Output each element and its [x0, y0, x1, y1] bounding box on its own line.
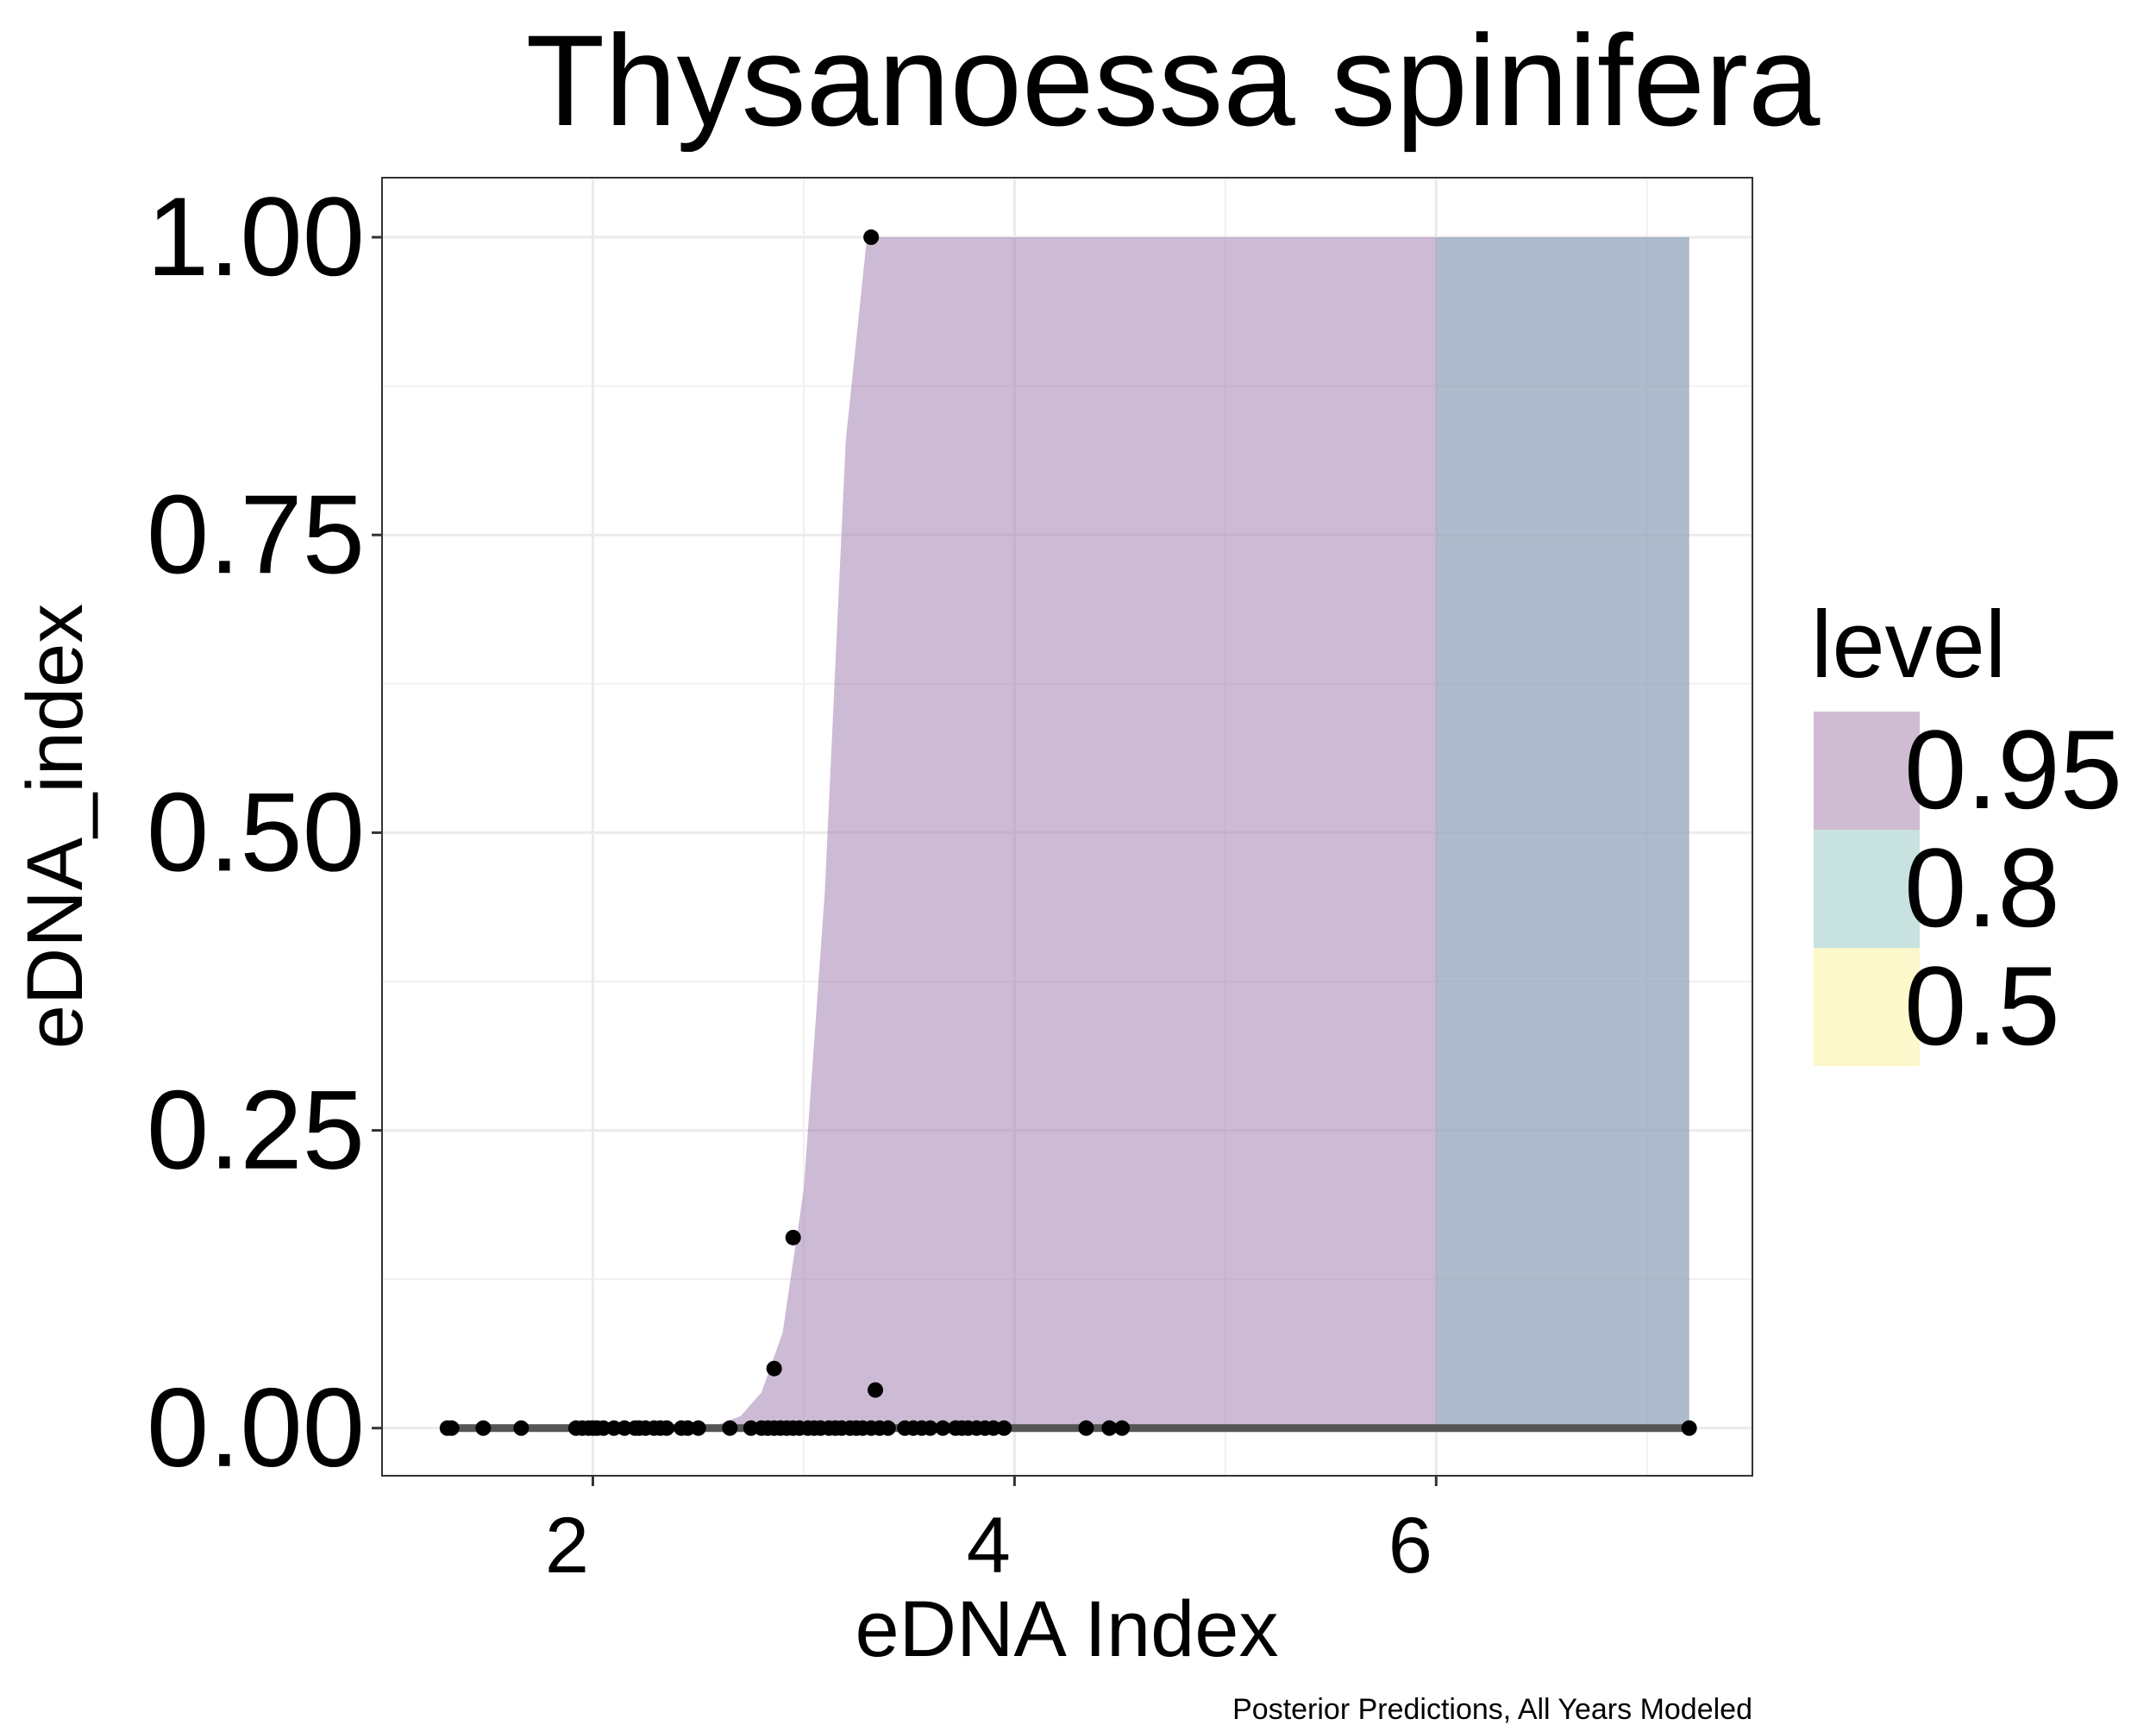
data-point — [722, 1420, 738, 1436]
data-point — [766, 1360, 782, 1377]
legend-title: level — [1811, 592, 2006, 698]
y-tick-label: 0.00 — [147, 1364, 365, 1490]
data-point — [659, 1420, 675, 1436]
legend-label: 0.8 — [1904, 825, 2060, 950]
x-tick-label: 6 — [1388, 1502, 1432, 1590]
y-axis-label: eDNA_index — [11, 604, 99, 1050]
data-point — [935, 1420, 951, 1436]
data-point — [1101, 1420, 1118, 1436]
data-point — [1078, 1420, 1094, 1436]
band-0.95 — [445, 237, 1689, 1428]
data-point — [475, 1420, 492, 1436]
data-point — [443, 1420, 460, 1436]
legend-key-0.8 — [1814, 830, 1920, 948]
data-point — [785, 1229, 801, 1245]
x-axis-label: eDNA Index — [856, 1585, 1279, 1673]
legend: level 0.950.80.5 — [1811, 592, 2122, 1069]
legend-entries: 0.950.80.5 — [1814, 706, 2122, 1069]
data-point — [996, 1420, 1012, 1436]
y-tick-label: 1.00 — [147, 173, 365, 299]
x-tick-label: 2 — [545, 1502, 589, 1590]
data-point — [1681, 1420, 1697, 1436]
data-points — [439, 229, 1697, 1436]
y-axis: 0.00 0.25 0.50 0.75 1.00 — [147, 173, 382, 1490]
data-point — [922, 1420, 938, 1436]
data-point — [690, 1420, 706, 1436]
legend-key-0.95 — [1814, 712, 1920, 830]
credible-bands — [445, 237, 1689, 1428]
x-axis: 2 4 6 — [545, 1476, 1438, 1590]
plot-border — [381, 177, 1753, 1477]
data-point — [863, 229, 880, 246]
y-tick-label: 0.25 — [147, 1067, 365, 1193]
chart-title: Thysanoessa spinifera — [526, 8, 1821, 153]
data-point — [868, 1382, 884, 1398]
plot-panel — [381, 177, 1753, 1477]
y-tick-label: 0.75 — [147, 471, 365, 597]
legend-label: 0.95 — [1904, 706, 2122, 832]
data-point — [880, 1420, 896, 1436]
x-tick-label: 4 — [967, 1502, 1011, 1590]
band-0.8 — [1436, 237, 1689, 1428]
y-tick-label: 0.50 — [147, 768, 365, 894]
chart-caption: Posterior Predictions, All Years Modeled — [1232, 1693, 1752, 1725]
data-point — [513, 1420, 530, 1436]
legend-label: 0.5 — [1904, 943, 2060, 1069]
legend-key-0.5 — [1814, 948, 1920, 1066]
data-point — [1114, 1420, 1131, 1436]
